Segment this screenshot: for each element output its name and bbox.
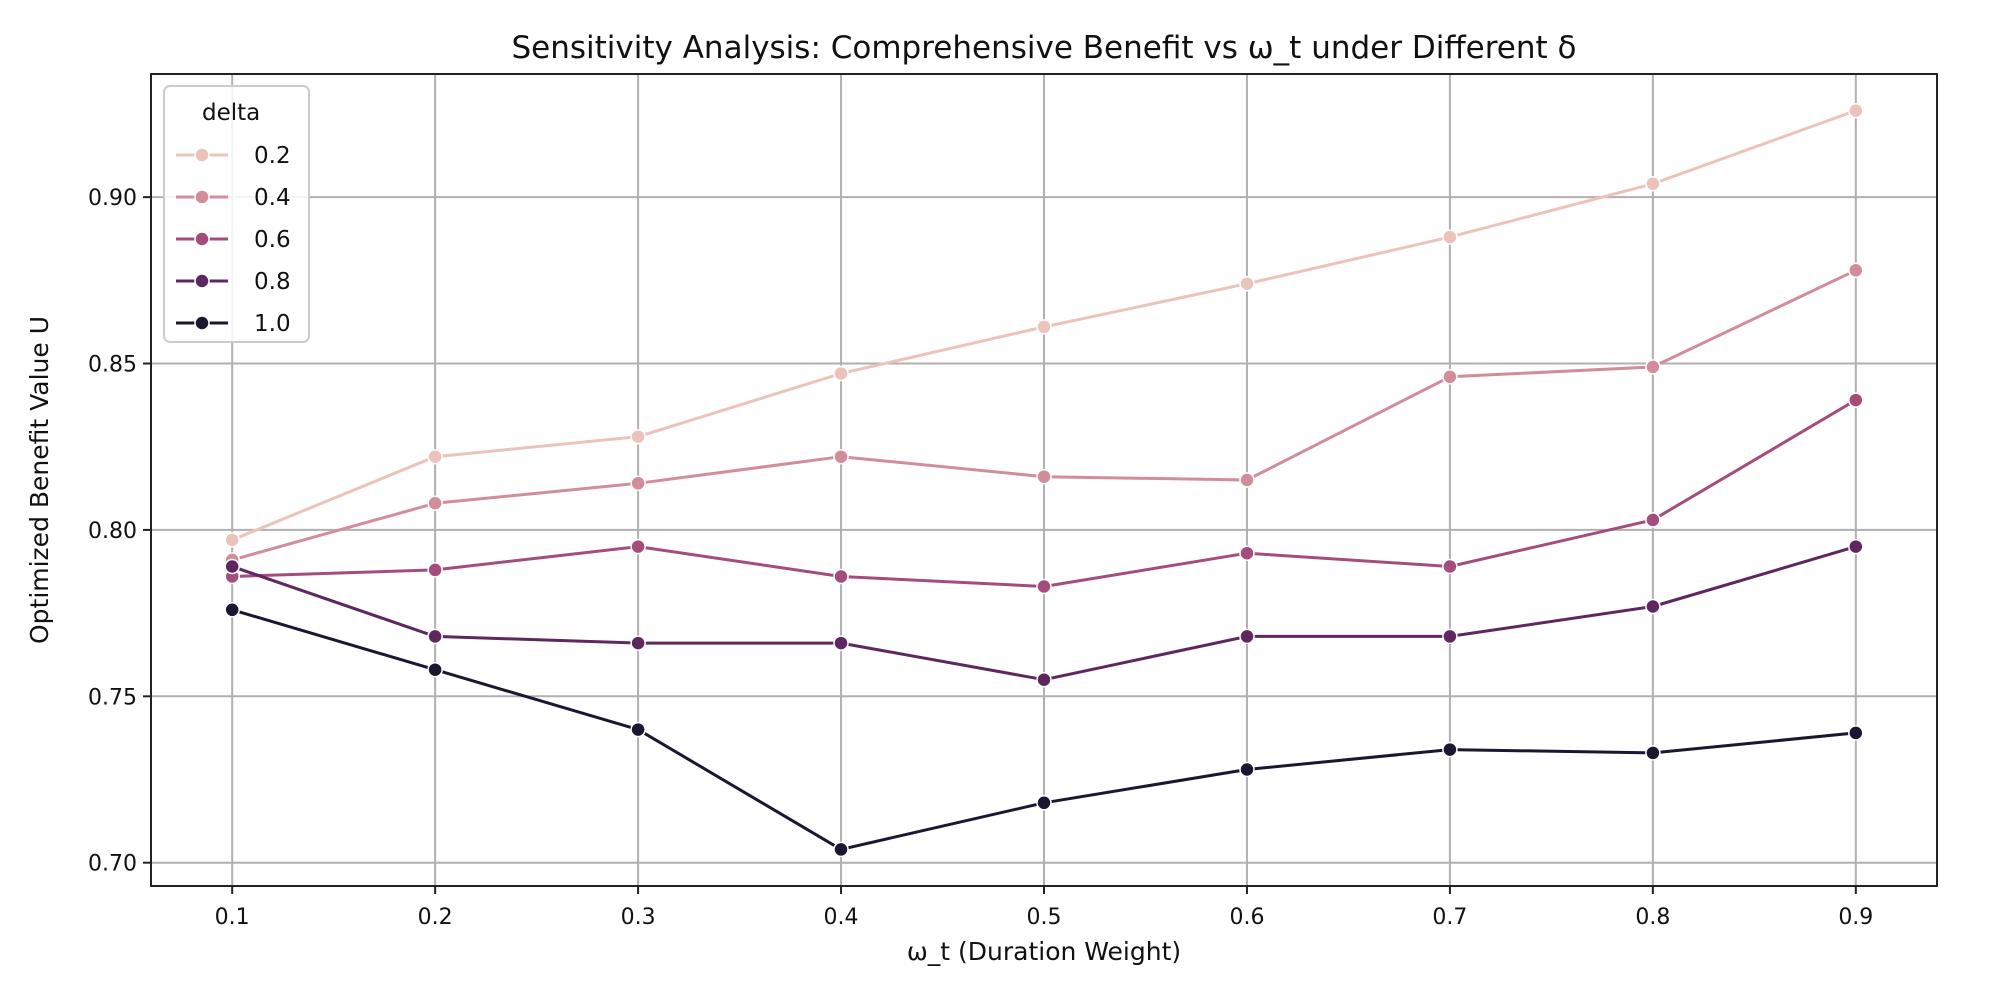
data-point xyxy=(1036,578,1052,595)
series-0-8 xyxy=(224,538,1864,688)
legend: delta 0.2 0.4 0.6 0.8 1.0 xyxy=(163,85,310,343)
data-point xyxy=(1848,102,1864,119)
legend-label: 0.8 xyxy=(254,269,291,295)
data-point xyxy=(833,841,849,858)
legend-swatch-marker xyxy=(194,231,210,247)
data-point xyxy=(1442,628,1458,645)
y-tick-label: 0.75 xyxy=(88,685,137,710)
y-tick-label: 0.85 xyxy=(88,353,137,378)
data-point xyxy=(833,635,849,651)
legend-swatch-marker xyxy=(194,147,210,163)
legend-label: 0.6 xyxy=(254,227,291,253)
x-tick-label: 0.5 xyxy=(1027,905,1062,930)
legend-item: 1.0 xyxy=(176,311,291,337)
legend-swatch-marker xyxy=(194,273,210,289)
x-tick-label: 0.1 xyxy=(215,905,250,930)
data-point xyxy=(1036,319,1052,335)
legend-label: 0.2 xyxy=(254,143,291,169)
tick-labels: 0.1 0.2 0.3 0.4 0.5 0.6 0.7 0.8 0.9 0.70 0.75 0.80 0… xyxy=(88,186,1873,930)
data-point xyxy=(1442,558,1458,575)
legend-swatch-marker xyxy=(194,189,210,205)
data-point xyxy=(1036,795,1052,811)
data-point xyxy=(630,428,646,445)
data-point xyxy=(630,721,646,738)
data-point xyxy=(630,635,646,651)
data-point xyxy=(630,538,646,555)
data-point xyxy=(1848,392,1864,408)
data-point xyxy=(1645,745,1661,761)
data-point xyxy=(224,532,240,548)
x-tick-label: 0.2 xyxy=(418,905,453,930)
data-point xyxy=(427,562,443,578)
data-point xyxy=(1239,275,1255,292)
data-point xyxy=(1239,472,1255,488)
data-point xyxy=(1848,538,1864,555)
data-point xyxy=(1848,262,1864,279)
x-tick-label: 0.9 xyxy=(1838,905,1873,930)
legend-item: 0.4 xyxy=(176,185,291,211)
data-point xyxy=(1239,761,1255,778)
legend-label: 1.0 xyxy=(254,311,291,337)
data-point xyxy=(427,495,443,512)
legend-item: 0.8 xyxy=(176,269,291,295)
data-point xyxy=(630,475,646,492)
legend-item: 0.6 xyxy=(176,227,291,253)
data-point xyxy=(224,602,240,618)
x-tick-label: 0.6 xyxy=(1229,905,1264,930)
y-tick-label: 0.70 xyxy=(88,852,137,877)
x-tick-label: 0.8 xyxy=(1635,905,1670,930)
series-1-0 xyxy=(224,602,1864,858)
series-0-2 xyxy=(224,102,1864,548)
data-point xyxy=(1036,468,1052,485)
data-point xyxy=(1645,176,1661,192)
data-point xyxy=(427,628,443,645)
legend-swatch-marker xyxy=(194,315,210,331)
data-point xyxy=(1036,671,1052,688)
series-group xyxy=(224,102,1864,858)
data-point xyxy=(1645,512,1661,528)
legend-title: delta xyxy=(202,100,260,126)
x-tick-label: 0.7 xyxy=(1432,905,1467,930)
series-0-4 xyxy=(224,262,1864,568)
data-point xyxy=(1645,359,1661,375)
y-axis-label: Optimized Benefit Value U xyxy=(25,316,54,644)
data-point xyxy=(1239,545,1255,561)
x-tick-label: 0.4 xyxy=(824,905,859,930)
data-point xyxy=(1848,725,1864,741)
data-point xyxy=(1442,369,1458,385)
data-point xyxy=(427,448,443,465)
data-point xyxy=(833,365,849,382)
data-point xyxy=(427,661,443,678)
data-point xyxy=(1442,741,1458,758)
data-point xyxy=(224,558,240,575)
legend-item: 0.2 xyxy=(176,143,291,169)
y-tick-label: 0.90 xyxy=(88,186,137,211)
data-point xyxy=(1645,598,1661,615)
data-point xyxy=(1442,229,1458,245)
data-point xyxy=(833,568,849,585)
chart-title: Sensitivity Analysis: Comprehensive Bene… xyxy=(511,30,1576,66)
x-axis-label: ω_t (Duration Weight) xyxy=(907,937,1181,966)
legend-entries: 0.2 0.4 0.6 0.8 1.0 xyxy=(176,143,291,337)
data-point xyxy=(833,448,849,465)
legend-label: 0.4 xyxy=(254,185,291,211)
y-tick-label: 0.80 xyxy=(88,519,137,544)
x-tick-label: 0.3 xyxy=(621,905,656,930)
data-point xyxy=(1239,628,1255,645)
